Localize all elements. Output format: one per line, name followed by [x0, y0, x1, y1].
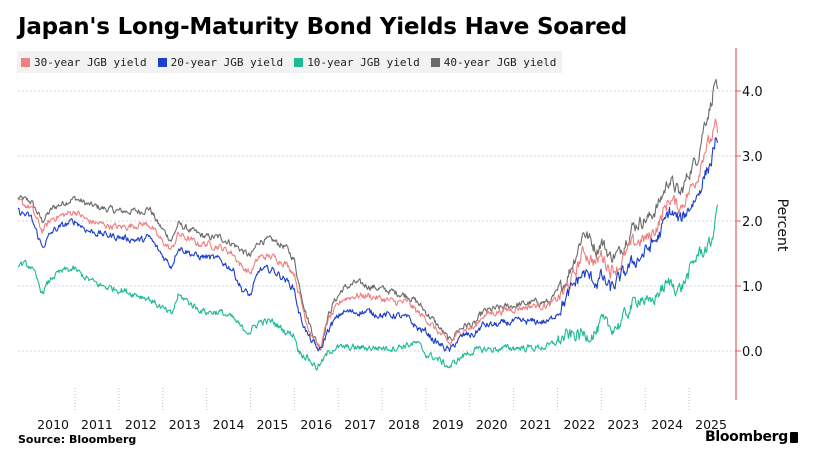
xtick-label-2021: 2021 [520, 417, 552, 432]
legend-label-40y: 40-year JGB yield [443, 55, 557, 69]
xtick-label-2011: 2011 [81, 417, 113, 432]
xtick-label-2018: 2018 [388, 417, 420, 432]
ytick-label-1.0: 1.0 [742, 280, 763, 295]
legend-label-10y: 10-year JGB yield [307, 55, 420, 69]
legend-label-30y: 30-year JGB yield [34, 55, 147, 69]
xtick-label-2015: 2015 [256, 417, 288, 432]
series-line-40y [17, 78, 719, 351]
ytick-label-4.0: 4.0 [742, 85, 763, 100]
legend-swatch-40y [430, 57, 440, 67]
xtick-label-2016: 2016 [300, 417, 332, 432]
xtick-label-2012: 2012 [125, 417, 157, 432]
legend-swatch-30y [21, 57, 30, 67]
bloomberg-logo: Bloomberg [704, 429, 788, 445]
legend-item-30y: 30-year JGB yield [21, 56, 147, 69]
series-line-10y [17, 204, 719, 371]
legend-item-20y: 20-year JGB yield [157, 55, 284, 69]
series-line-20y [17, 137, 719, 352]
ytick-label-3.0: 3.0 [742, 150, 763, 165]
ytick-label-2.0: 2.0 [742, 215, 763, 230]
xtick-label-2019: 2019 [432, 417, 464, 432]
xtick-label-2024: 2024 [651, 417, 683, 432]
xtick-label-2020: 2020 [476, 417, 508, 432]
legend-item-10y: 10-year JGB yield [294, 56, 420, 69]
xtick-label-2022: 2022 [564, 417, 596, 432]
xtick-label-2014: 2014 [213, 417, 245, 432]
legend: 30-year JGB yield 20-year JGB yield 10-y… [17, 51, 563, 73]
xtick-label-2010: 2010 [37, 417, 69, 432]
series-line-30y [17, 118, 719, 350]
chart-title: Japan's Long-Maturity Bond Yields Have S… [18, 14, 628, 40]
ytick-label-0.0: 0.0 [742, 345, 763, 360]
legend-swatch-10y [294, 57, 304, 67]
xtick-label-2023: 2023 [607, 417, 639, 432]
y-axis-title: Percent [774, 199, 790, 252]
bloomberg-mark-icon [790, 432, 798, 443]
legend-item-40y: 40-year JGB yield [430, 55, 557, 69]
source-note: Source: Bloomberg [18, 433, 137, 446]
xtick-label-2017: 2017 [344, 417, 376, 432]
xtick-label-2025: 2025 [695, 417, 727, 432]
legend-label-20y: 20-year JGB yield [170, 55, 284, 69]
legend-swatch-20y [157, 57, 167, 67]
xtick-label-2013: 2013 [169, 417, 201, 432]
